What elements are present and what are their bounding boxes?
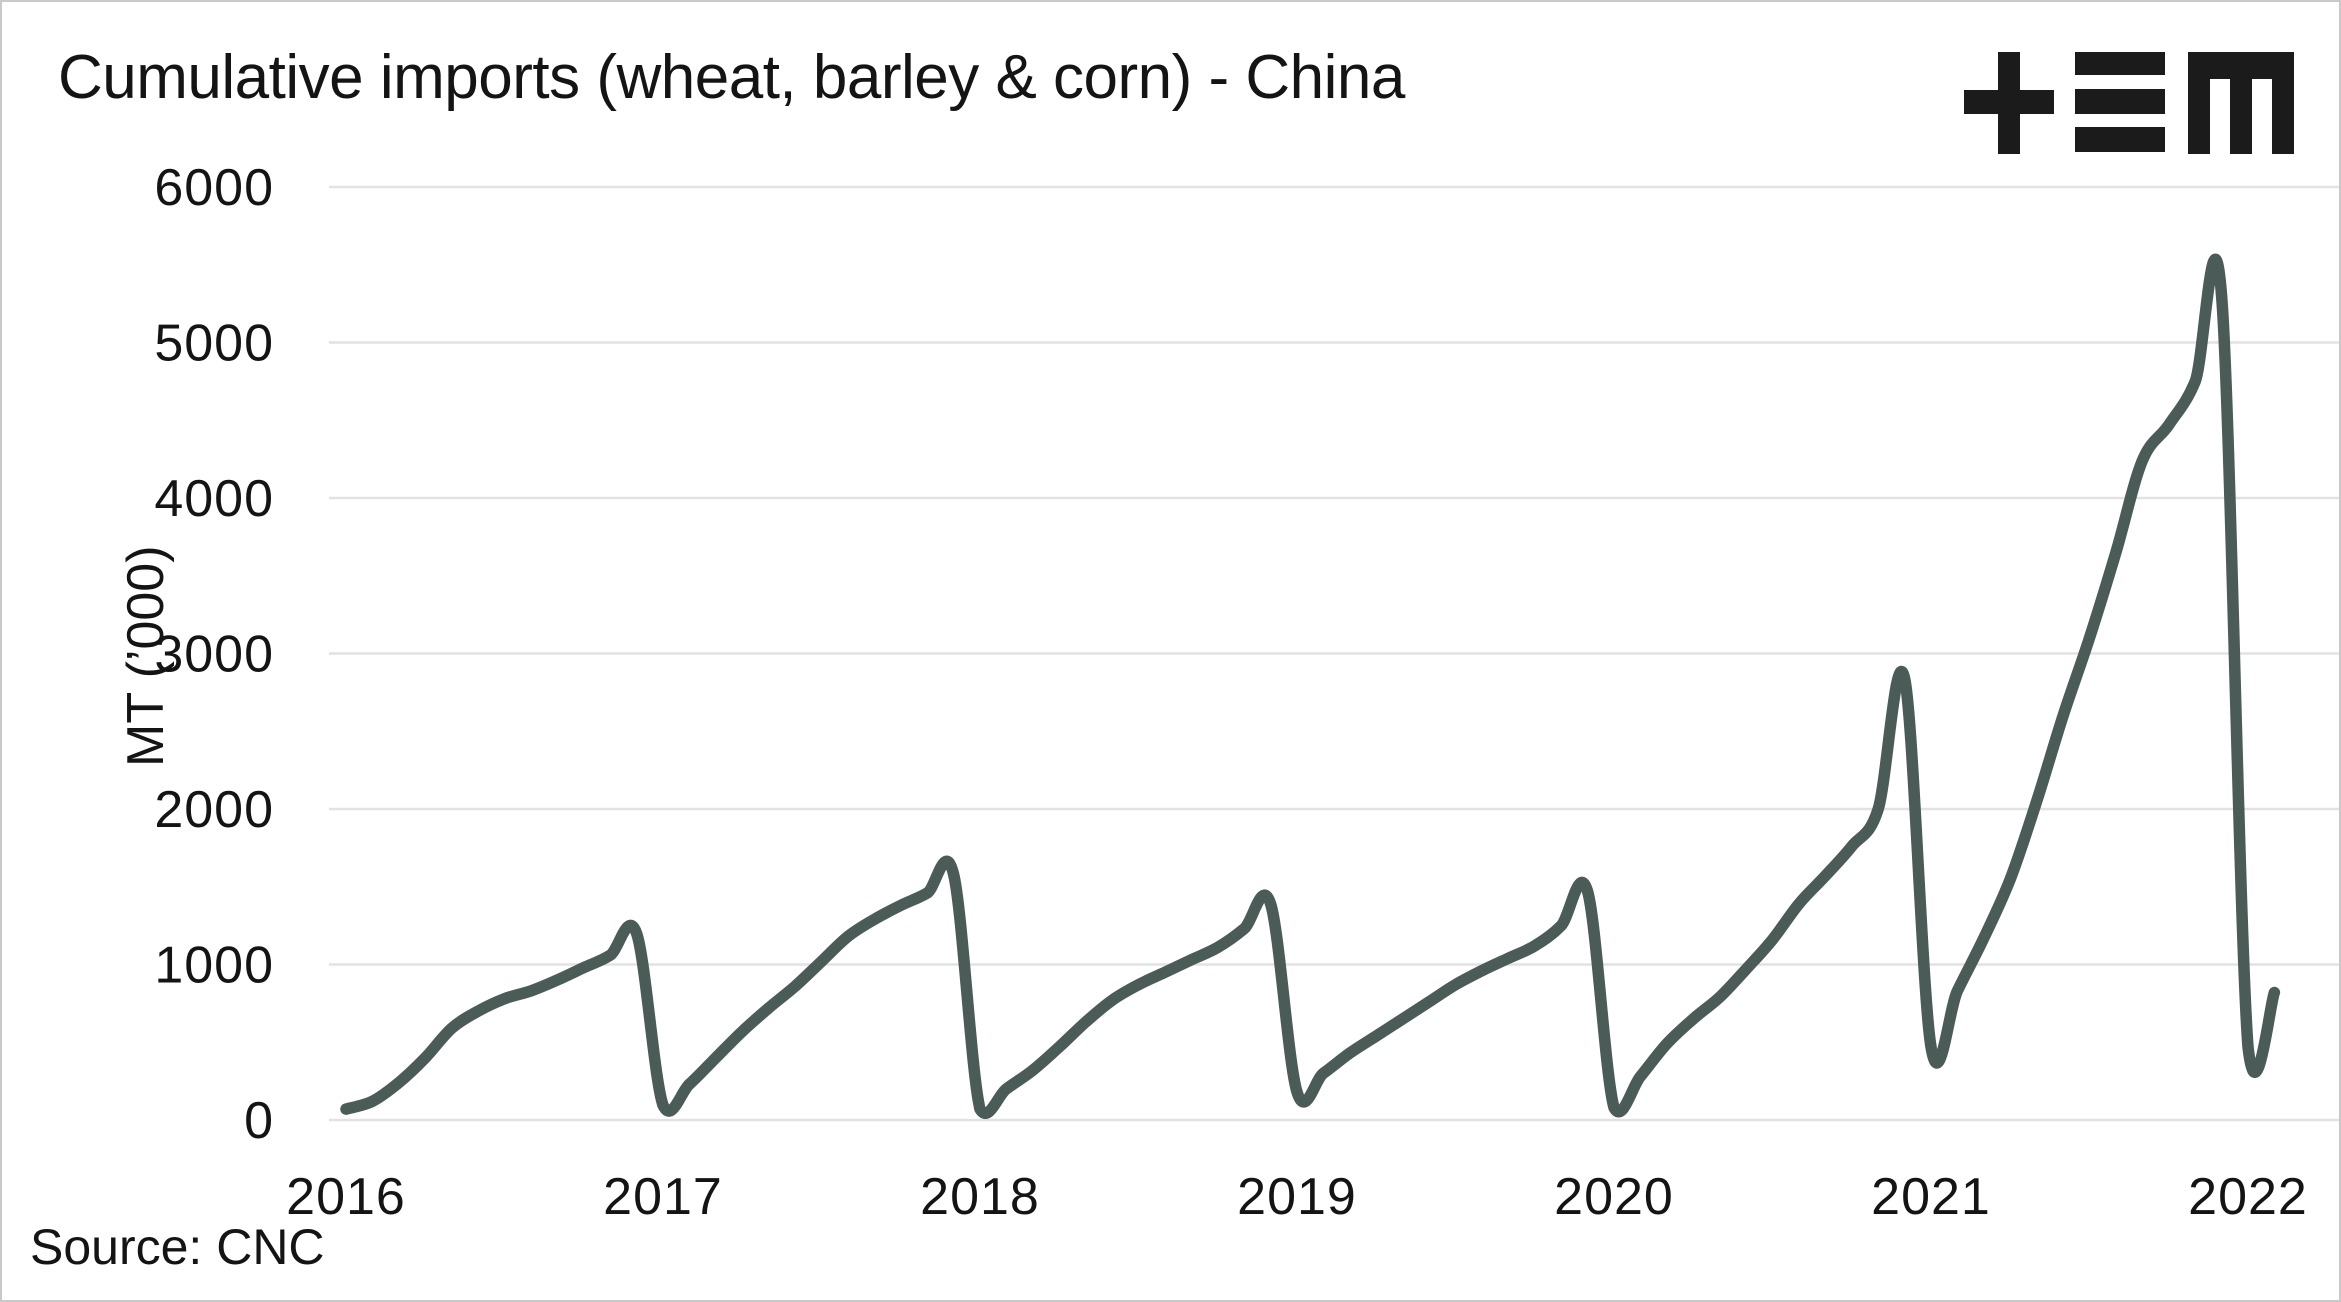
y-tick-label: 1000 bbox=[154, 937, 274, 995]
m-glyph-icon bbox=[2188, 52, 2294, 154]
tem-logo bbox=[1964, 52, 2294, 154]
y-tick-label: 0 bbox=[244, 1092, 274, 1150]
y-tick-label: 6000 bbox=[154, 159, 274, 217]
gridlines bbox=[329, 185, 2339, 1122]
chart-title: Cumulative imports (wheat, barley & corn… bbox=[58, 43, 1405, 112]
x-tick-label: 2016 bbox=[286, 1168, 406, 1226]
y-tick-label: 3000 bbox=[154, 626, 274, 684]
x-tick-label: 2022 bbox=[2188, 1168, 2308, 1226]
x-tick-labels: 2016 2017 2018 2019 2020 2021 2022 bbox=[286, 1168, 2308, 1226]
y-tick-labels: 0 1000 2000 3000 4000 5000 6000 bbox=[154, 159, 274, 1150]
source-note: Source: CNC bbox=[30, 1219, 325, 1275]
y-tick-label: 2000 bbox=[154, 781, 274, 839]
y-tick-label: 4000 bbox=[154, 470, 274, 528]
x-tick-label: 2020 bbox=[1554, 1168, 1674, 1226]
x-tick-label: 2019 bbox=[1237, 1168, 1357, 1226]
imports-data-line bbox=[340, 253, 2281, 1119]
x-tick-label: 2021 bbox=[1871, 1168, 1991, 1226]
y-tick-label: 5000 bbox=[154, 315, 274, 373]
x-tick-label: 2018 bbox=[920, 1168, 1040, 1226]
three-bars-icon bbox=[2075, 52, 2165, 152]
x-tick-label: 2017 bbox=[603, 1168, 723, 1226]
plus-icon bbox=[1964, 52, 2054, 154]
